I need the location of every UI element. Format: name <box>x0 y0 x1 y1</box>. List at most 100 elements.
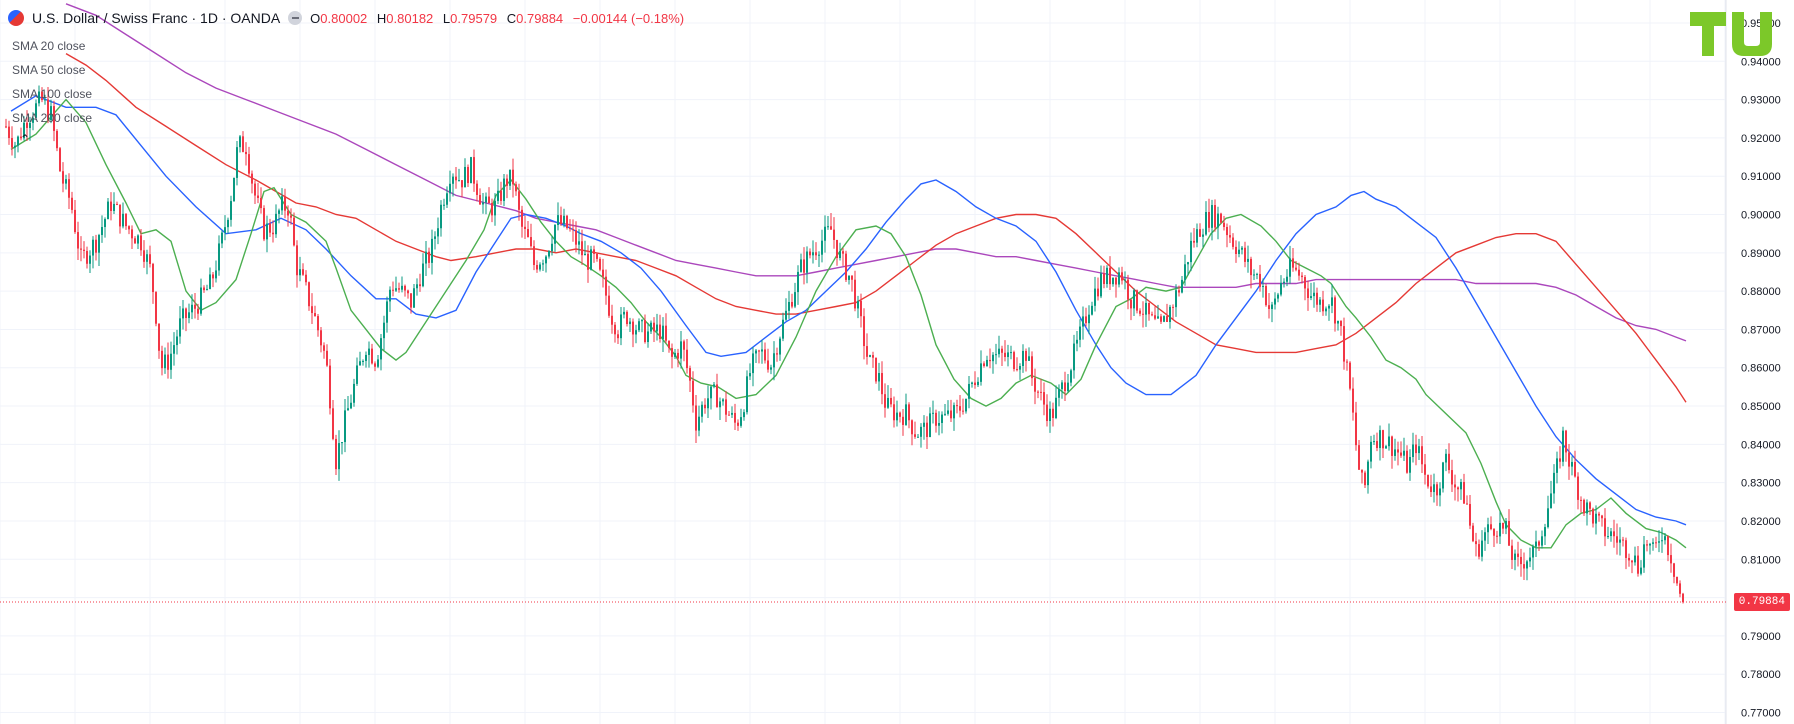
candle-body <box>794 292 796 307</box>
candle-body <box>503 178 505 201</box>
candle-body <box>1421 446 1423 465</box>
candle-body <box>296 245 298 276</box>
candle-body <box>581 241 583 256</box>
candle-body <box>1553 472 1555 494</box>
candle-body <box>1445 453 1447 463</box>
candle-body <box>1004 352 1006 357</box>
candle-body <box>1097 288 1099 297</box>
symbol-title[interactable]: U.S. Dollar / Swiss Franc · 1D · OANDA <box>32 10 281 26</box>
candle-body <box>221 232 223 244</box>
legend-sma-200[interactable]: SMA 200 close <box>12 111 93 125</box>
candle-body <box>407 290 409 294</box>
candle-body <box>1334 297 1336 324</box>
candle-body <box>680 341 682 359</box>
candle-body <box>245 151 247 155</box>
legend-sma-100[interactable]: SMA 100 close <box>12 87 93 101</box>
candle-body <box>596 253 598 259</box>
candle-body <box>515 184 517 192</box>
candle-body <box>1583 499 1585 514</box>
minus-icon[interactable] <box>288 11 303 25</box>
candle-body <box>1673 563 1675 577</box>
candle-body <box>275 213 277 235</box>
candle-body <box>1100 273 1102 297</box>
candle-body <box>251 173 253 184</box>
candle-body <box>203 287 205 291</box>
candle-body <box>512 169 514 185</box>
candle-body <box>968 383 970 399</box>
price-axis[interactable]: 0.950000.940000.930000.920000.910000.900… <box>1725 0 1781 724</box>
candle-body <box>1412 444 1414 458</box>
candle-body <box>47 99 49 120</box>
candle-body <box>683 341 685 350</box>
candle-body <box>803 259 805 273</box>
candle-body <box>605 276 607 296</box>
candle-body <box>1124 279 1126 281</box>
candle-body <box>1253 274 1255 276</box>
candle-body <box>1145 302 1147 315</box>
candle-body <box>644 320 646 343</box>
candle-body <box>977 381 979 386</box>
candle-body <box>1427 474 1429 487</box>
candle-body <box>1031 356 1033 379</box>
candle-body <box>1529 557 1531 562</box>
candle-body <box>401 285 403 290</box>
candle-body <box>431 238 433 263</box>
candle-body <box>506 178 508 186</box>
candle-body <box>476 183 478 195</box>
candle-body <box>1058 389 1060 398</box>
candle-body <box>194 304 196 309</box>
candle-body <box>611 315 613 325</box>
y-tick-label: 0.93000 <box>1741 95 1781 107</box>
candle-body <box>1454 484 1456 488</box>
candle-body <box>323 345 325 351</box>
candle-body <box>1151 314 1153 316</box>
ohlc-values: O0.80002 H0.80182 L0.79579 C0.79884 −0.0… <box>310 11 690 26</box>
candle-body <box>1199 229 1201 237</box>
candle-body <box>86 250 88 264</box>
candle-body <box>626 311 628 325</box>
candle-body <box>722 399 724 402</box>
candle-body <box>671 348 673 357</box>
candle-body <box>365 354 367 361</box>
candle-body <box>104 219 106 228</box>
candle-body <box>257 195 259 198</box>
candle-body <box>791 301 793 307</box>
candle-body <box>860 300 862 317</box>
chevron-up-icon[interactable]: ⌃ <box>19 132 31 146</box>
candle-body <box>1223 222 1225 227</box>
candle-body <box>695 405 697 431</box>
candle-body <box>398 288 400 290</box>
candle-body <box>1571 461 1573 467</box>
candle-body <box>689 368 691 381</box>
candle-body <box>1574 461 1576 477</box>
candle-body <box>1601 515 1603 519</box>
candle-body <box>1487 524 1489 533</box>
candle-body <box>788 301 790 311</box>
candle-body <box>1328 305 1330 309</box>
candle-body <box>1499 522 1501 537</box>
candle-body <box>1208 211 1210 228</box>
candle-body <box>1472 525 1474 542</box>
candle-body <box>953 405 955 419</box>
candle-body <box>1085 316 1087 324</box>
candle-body <box>1022 350 1024 367</box>
candle-body <box>1193 240 1195 243</box>
legend-sma-50[interactable]: SMA 50 close <box>12 63 86 77</box>
candle-body <box>488 196 490 204</box>
candle-body <box>1490 524 1492 530</box>
candle-body <box>1463 482 1465 504</box>
candle-body <box>599 258 601 270</box>
legend-sma-20[interactable]: SMA 20 close <box>12 39 86 53</box>
candle-body <box>863 316 865 347</box>
candle-body <box>1562 430 1564 462</box>
candle-body <box>710 386 712 399</box>
candle-body <box>146 254 148 262</box>
y-tick-label: 0.89000 <box>1741 248 1781 260</box>
candle-body <box>1607 536 1609 538</box>
candle-body <box>602 269 604 277</box>
candle-body <box>947 410 949 414</box>
candle-body <box>1436 484 1438 496</box>
candle-body <box>332 408 334 439</box>
candle-body <box>590 249 592 270</box>
